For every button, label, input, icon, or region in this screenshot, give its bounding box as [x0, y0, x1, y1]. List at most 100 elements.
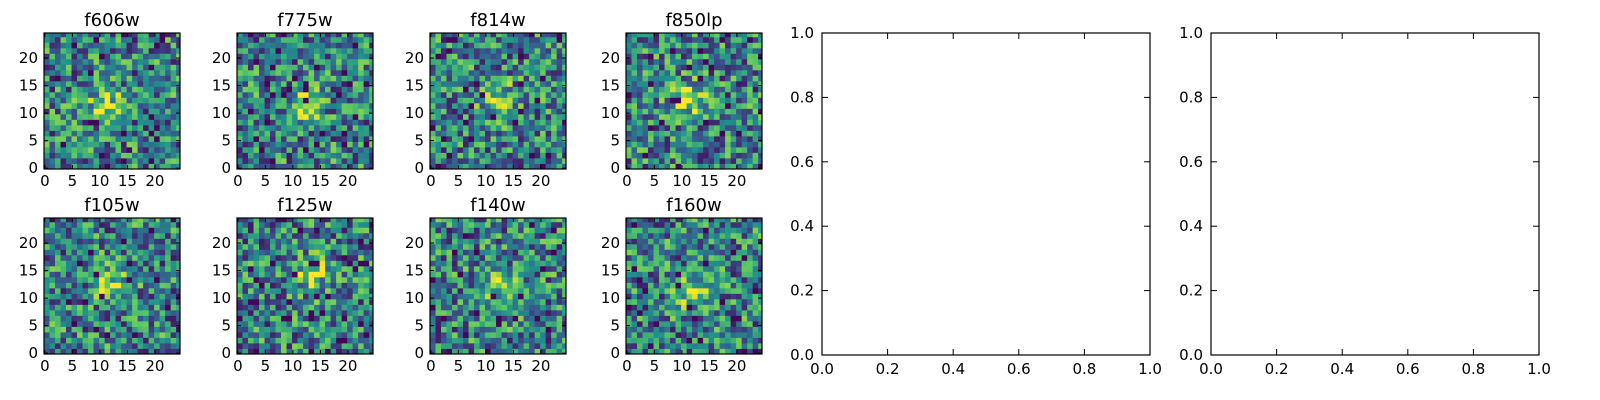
- heatmap-cell: [551, 36, 558, 43]
- heatmap-cell: [507, 157, 513, 164]
- heatmap-cell: [479, 326, 486, 333]
- heatmap-cell: [104, 47, 111, 54]
- heatmap-cell: [490, 97, 497, 104]
- heatmap-cell: [336, 238, 343, 245]
- heatmap-cell: [281, 157, 287, 164]
- heatmap-cell: [330, 309, 337, 316]
- heatmap-cell: [430, 304, 436, 311]
- heatmap-cell: [430, 260, 436, 267]
- heatmap-cell: [275, 221, 282, 228]
- heatmap-cell: [534, 298, 541, 305]
- heatmap-cell: [159, 293, 166, 300]
- heatmap-cell: [719, 64, 726, 71]
- heatmap-cell: [110, 326, 116, 333]
- heatmap-cell: [534, 124, 541, 131]
- heatmap-cell: [121, 238, 127, 245]
- heatmap-cell: [297, 238, 304, 245]
- heatmap-cell: [44, 249, 50, 256]
- heatmap-cell: [82, 260, 89, 267]
- heatmap-cell: [270, 64, 276, 71]
- heatmap-cell: [452, 64, 458, 71]
- heatmap-cell: [253, 271, 260, 278]
- heatmap-cell: [281, 320, 287, 327]
- heatmap-cell: [369, 86, 373, 93]
- heatmap-cell: [55, 47, 61, 54]
- heatmap-cell: [77, 260, 83, 267]
- heatmap-cell: [330, 91, 337, 98]
- heatmap-cell: [270, 232, 276, 239]
- heatmap-cell: [435, 221, 442, 228]
- heatmap-cell: [479, 337, 486, 344]
- heatmap-cell: [681, 146, 687, 153]
- heatmap-cell: [369, 218, 373, 223]
- heatmap-cell: [626, 97, 632, 104]
- heatmap-cell: [154, 124, 161, 131]
- heatmap-cell: [308, 80, 315, 87]
- heatmap-cell: [719, 337, 726, 344]
- heatmap-cell: [474, 293, 480, 300]
- heatmap-cell: [237, 152, 243, 159]
- heatmap-cell: [686, 276, 693, 283]
- heatmap-cell: [692, 348, 698, 355]
- heatmap-cell: [242, 163, 249, 170]
- heatmap-cell: [132, 282, 139, 289]
- y-tick-label: 5: [221, 317, 231, 335]
- heatmap-cell: [126, 130, 133, 137]
- heatmap-cell: [248, 141, 254, 148]
- heatmap-cell: [490, 42, 497, 49]
- heatmap-cell: [165, 113, 172, 120]
- heatmap-cell: [165, 260, 172, 267]
- heatmap-cell: [154, 86, 161, 93]
- heatmap-cell: [352, 102, 359, 109]
- heatmap-cell: [352, 42, 359, 49]
- heatmap-cell: [741, 53, 748, 60]
- heatmap-cell: [534, 157, 541, 164]
- heatmap-cell: [248, 58, 254, 65]
- heatmap-cell: [154, 260, 161, 267]
- heatmap-cell: [441, 146, 447, 153]
- heatmap-cell: [545, 42, 552, 49]
- heatmap-cell: [703, 298, 709, 305]
- heatmap-cell: [703, 271, 709, 278]
- heatmap-cell: [369, 304, 373, 311]
- heatmap-cell: [325, 315, 332, 322]
- heatmap-cell: [352, 331, 359, 338]
- heatmap-cell: [77, 163, 83, 170]
- heatmap-cell: [485, 75, 491, 82]
- heatmap-cell: [518, 80, 525, 87]
- heatmap-cell: [540, 342, 547, 349]
- heatmap-cell: [308, 227, 315, 234]
- heatmap-cell: [675, 265, 682, 272]
- heatmap-cell: [703, 337, 709, 344]
- heatmap-cell: [637, 119, 643, 126]
- heatmap-cell: [148, 157, 155, 164]
- heatmap-cell: [259, 271, 265, 278]
- heatmap-cell: [104, 331, 111, 338]
- heatmap-cell: [637, 36, 643, 43]
- heatmap-cell: [55, 348, 61, 355]
- heatmap-cell: [490, 75, 497, 82]
- heatmap-cell: [137, 337, 144, 344]
- heatmap-cell: [88, 315, 94, 322]
- heatmap-cell: [77, 309, 83, 316]
- heatmap-cell: [518, 47, 525, 54]
- heatmap-cell: [507, 227, 513, 234]
- heatmap-cell: [664, 152, 671, 159]
- heatmap-cell: [121, 265, 127, 272]
- heatmap-cell: [341, 141, 348, 148]
- heatmap-cell: [281, 113, 287, 120]
- heatmap-cell: [435, 135, 442, 142]
- heatmap-cell: [176, 33, 180, 38]
- heatmap-cell: [435, 86, 442, 93]
- heatmap-cell: [336, 315, 343, 322]
- heatmap-cell: [556, 342, 563, 349]
- heatmap-cell: [82, 36, 89, 43]
- heatmap-cell: [77, 42, 83, 49]
- heatmap-cell: [264, 293, 271, 300]
- heatmap-cell: [741, 130, 748, 137]
- heatmap-cell: [319, 58, 326, 65]
- heatmap-cell: [708, 276, 715, 283]
- heatmap-cell: [66, 276, 72, 283]
- heatmap-cell: [686, 342, 693, 349]
- heatmap-cell: [501, 271, 508, 278]
